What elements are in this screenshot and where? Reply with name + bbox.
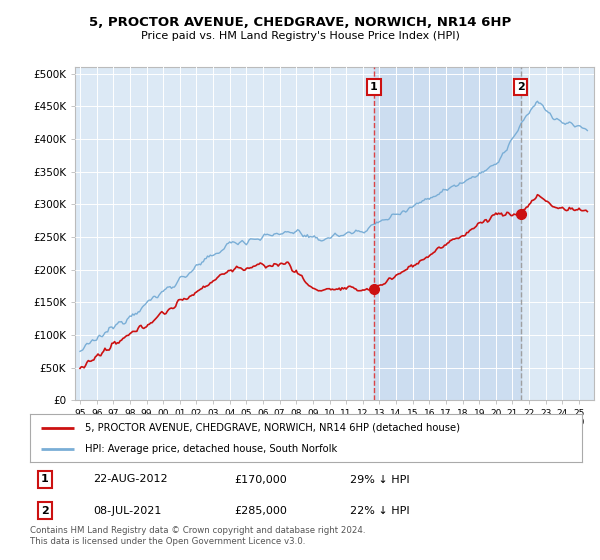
Text: 5, PROCTOR AVENUE, CHEDGRAVE, NORWICH, NR14 6HP: 5, PROCTOR AVENUE, CHEDGRAVE, NORWICH, N… xyxy=(89,16,511,29)
Text: 08-JUL-2021: 08-JUL-2021 xyxy=(94,506,162,516)
Text: 22% ↓ HPI: 22% ↓ HPI xyxy=(350,506,410,516)
Text: HPI: Average price, detached house, South Norfolk: HPI: Average price, detached house, Sout… xyxy=(85,444,337,454)
Text: 2: 2 xyxy=(517,82,524,92)
Text: £285,000: £285,000 xyxy=(234,506,287,516)
Text: 5, PROCTOR AVENUE, CHEDGRAVE, NORWICH, NR14 6HP (detached house): 5, PROCTOR AVENUE, CHEDGRAVE, NORWICH, N… xyxy=(85,423,460,433)
Text: 2: 2 xyxy=(41,506,49,516)
Text: 29% ↓ HPI: 29% ↓ HPI xyxy=(350,474,410,484)
Text: 22-AUG-2012: 22-AUG-2012 xyxy=(94,474,168,484)
Text: 1: 1 xyxy=(370,82,378,92)
Text: Contains HM Land Registry data © Crown copyright and database right 2024.
This d: Contains HM Land Registry data © Crown c… xyxy=(30,526,365,546)
Text: 1: 1 xyxy=(41,474,49,484)
Bar xyxy=(374,67,521,400)
Text: £170,000: £170,000 xyxy=(234,474,287,484)
Text: Price paid vs. HM Land Registry's House Price Index (HPI): Price paid vs. HM Land Registry's House … xyxy=(140,31,460,41)
